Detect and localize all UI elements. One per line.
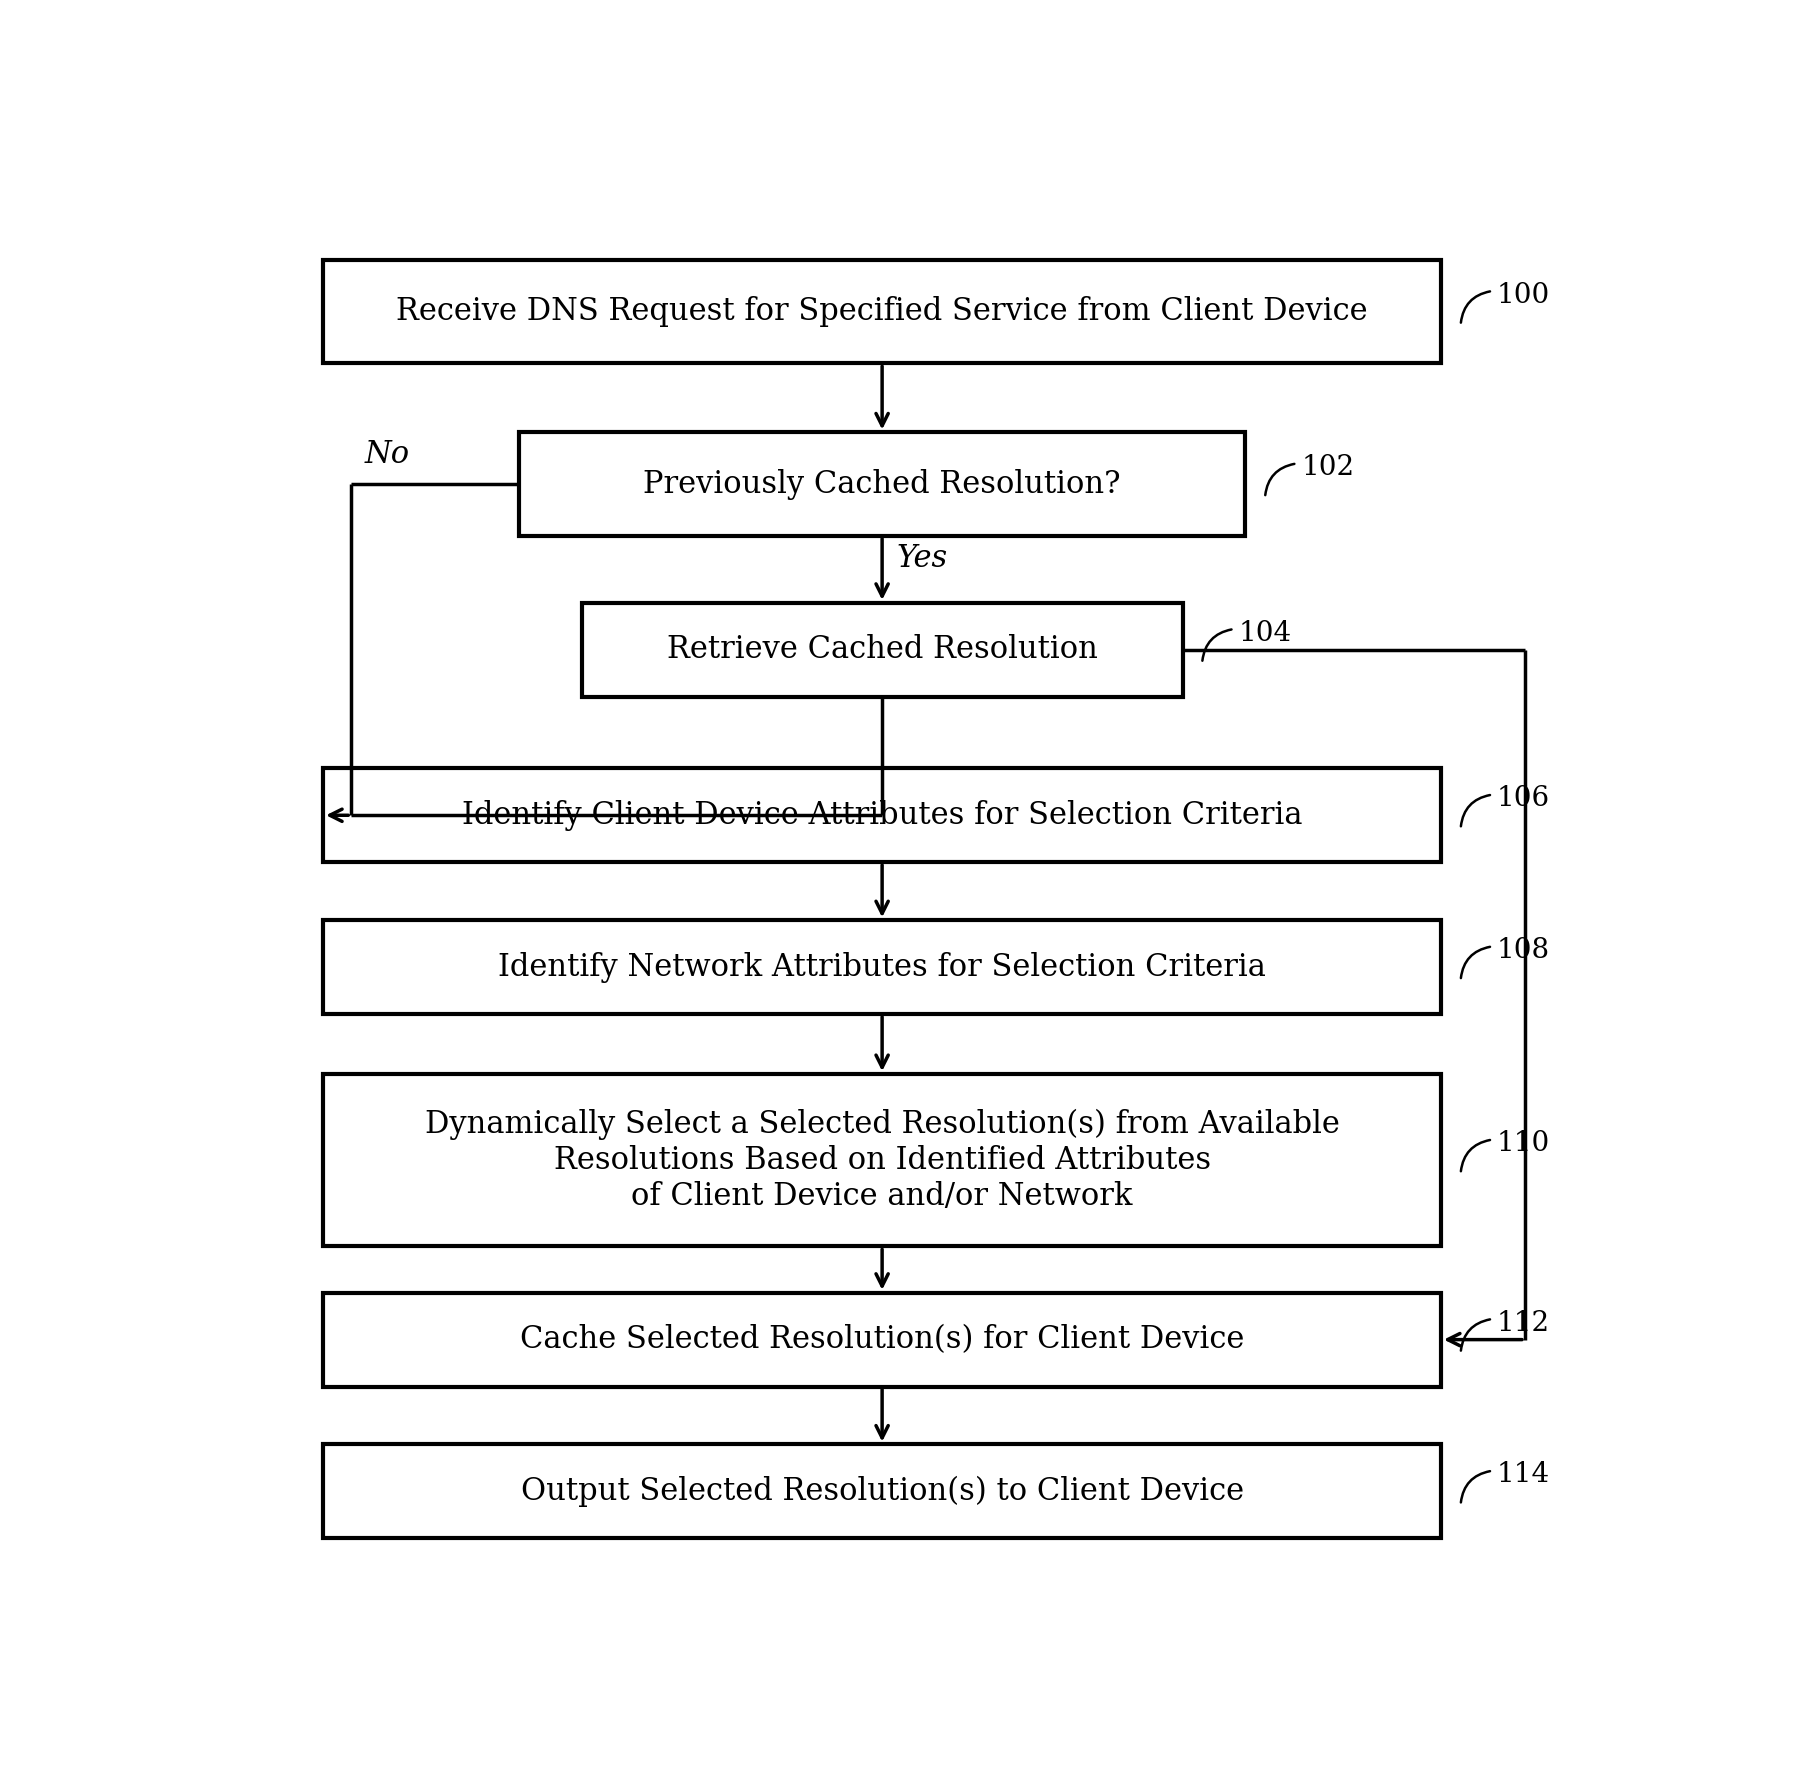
Text: Identify Client Device Attributes for Selection Criteria: Identify Client Device Attributes for Se… (462, 799, 1302, 831)
FancyBboxPatch shape (323, 1073, 1441, 1247)
FancyBboxPatch shape (519, 432, 1246, 536)
Text: Previously Cached Resolution?: Previously Cached Resolution? (644, 470, 1121, 500)
FancyBboxPatch shape (323, 1444, 1441, 1538)
FancyBboxPatch shape (582, 602, 1183, 697)
Text: 104: 104 (1239, 620, 1291, 647)
Text: Identify Network Attributes for Selection Criteria: Identify Network Attributes for Selectio… (498, 952, 1266, 982)
Text: 106: 106 (1496, 785, 1551, 812)
Text: 110: 110 (1496, 1131, 1551, 1158)
Text: Cache Selected Resolution(s) for Client Device: Cache Selected Resolution(s) for Client … (519, 1324, 1244, 1355)
FancyBboxPatch shape (323, 260, 1441, 364)
Text: Retrieve Cached Resolution: Retrieve Cached Resolution (667, 634, 1098, 665)
Text: 108: 108 (1496, 937, 1551, 964)
Text: Output Selected Resolution(s) to Client Device: Output Selected Resolution(s) to Client … (521, 1477, 1244, 1507)
FancyBboxPatch shape (323, 1292, 1441, 1387)
FancyBboxPatch shape (323, 919, 1441, 1014)
Text: Dynamically Select a Selected Resolution(s) from Available
Resolutions Based on : Dynamically Select a Selected Resolution… (426, 1109, 1340, 1211)
Text: Receive DNS Request for Specified Service from Client Device: Receive DNS Request for Specified Servic… (397, 296, 1368, 328)
Text: 100: 100 (1496, 281, 1551, 308)
Text: Yes: Yes (896, 543, 947, 573)
FancyBboxPatch shape (323, 769, 1441, 862)
Text: 114: 114 (1496, 1460, 1551, 1489)
Text: 102: 102 (1302, 453, 1354, 480)
Text: 112: 112 (1496, 1310, 1551, 1337)
Text: No: No (364, 439, 411, 470)
